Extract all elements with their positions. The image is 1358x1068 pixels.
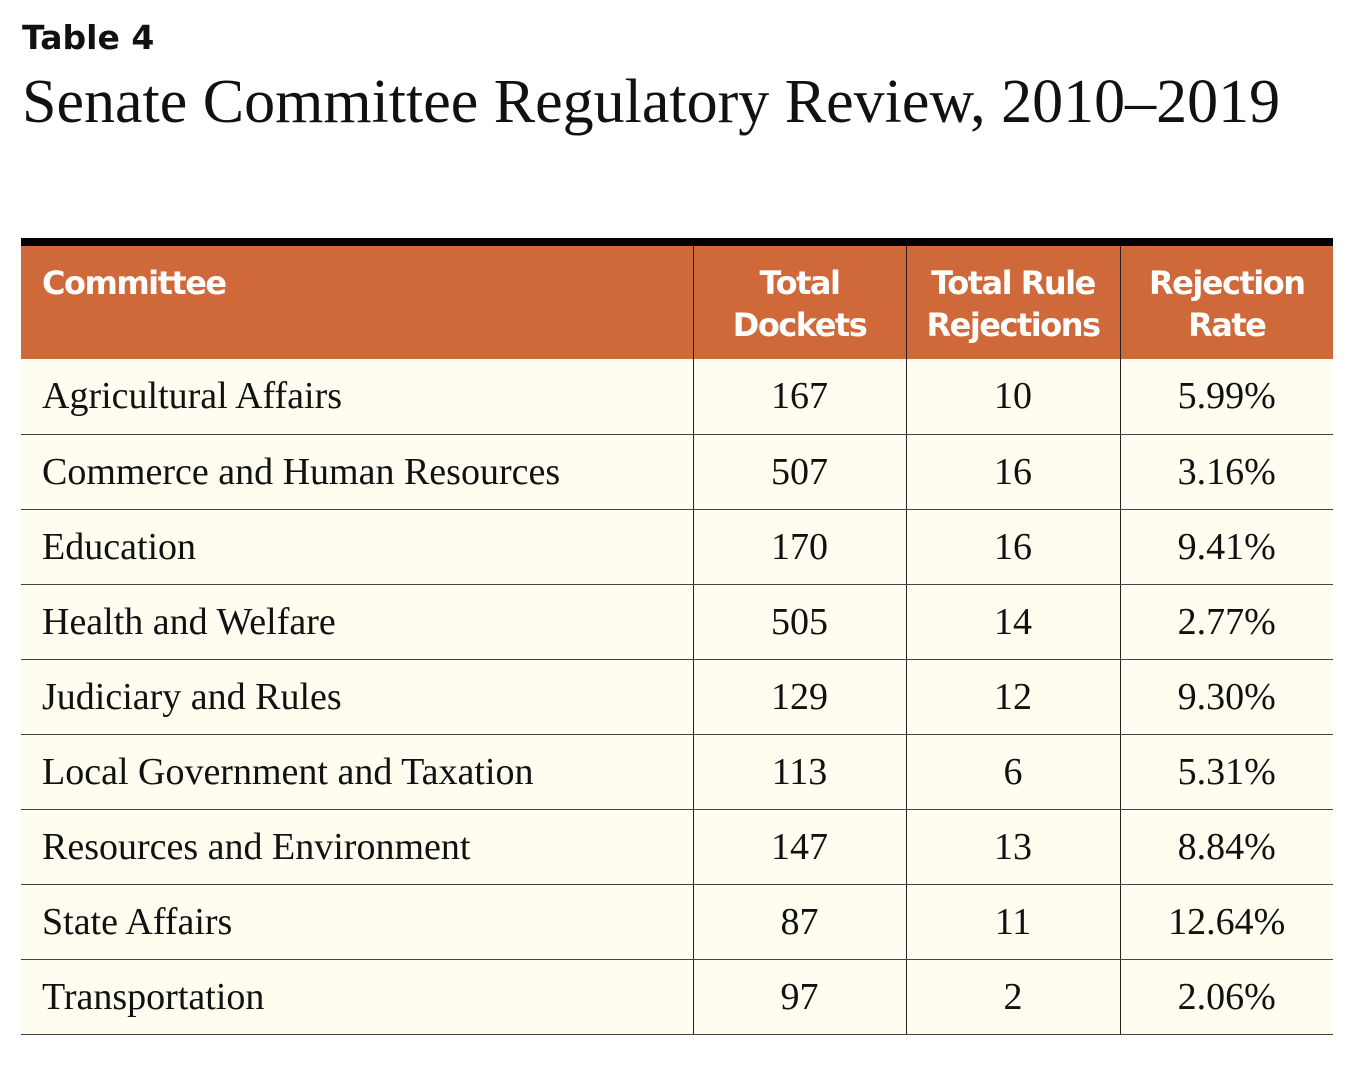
rejections-cell: 11	[905, 884, 1120, 960]
committee-table: Committee Total Dockets Total Rule Rejecti…	[21, 238, 1333, 1035]
table-row: Commerce and Human Resources 507 16 3.16%	[21, 434, 1333, 510]
rate-cell: 2.06%	[1119, 959, 1333, 1035]
rejections-cell: 14	[905, 584, 1120, 660]
column-header: Rejection Rate	[1119, 242, 1333, 359]
dockets-cell: 97	[692, 959, 906, 1035]
committee-cell: Resources and Environment	[21, 809, 693, 885]
committee-cell: Commerce and Human Resources	[21, 434, 693, 510]
rejections-cell: 13	[905, 809, 1120, 885]
rejections-cell: 16	[905, 434, 1120, 510]
committee-cell: State Affairs	[21, 884, 693, 960]
committee-cell: Health and Welfare	[21, 584, 693, 660]
rejections-cell: 16	[905, 509, 1120, 585]
header-row: Committee Total Dockets Total Rule Rejecti…	[21, 242, 1333, 359]
table-row: Health and Welfare 505 14 2.77%	[21, 584, 1333, 660]
rejections-cell: 12	[905, 659, 1120, 735]
dockets-cell: 87	[692, 884, 906, 960]
committee-cell: Agricultural Affairs	[21, 359, 693, 435]
table-row: Transportation 97 2 2.06%	[21, 959, 1333, 1035]
column-header: Total Dockets	[692, 242, 906, 359]
dockets-cell: 129	[692, 659, 906, 735]
rate-cell: 8.84%	[1119, 809, 1333, 885]
rate-cell: 9.30%	[1119, 659, 1333, 735]
column-header: Total Rule Rejections	[905, 242, 1120, 359]
table-label: Table 4	[22, 18, 155, 57]
committee-cell: Transportation	[21, 959, 693, 1035]
rate-cell: 9.41%	[1119, 509, 1333, 585]
rate-cell: 3.16%	[1119, 434, 1333, 510]
table-row: Judiciary and Rules 129 12 9.30%	[21, 659, 1333, 735]
dockets-cell: 147	[692, 809, 906, 885]
dockets-cell: 167	[692, 359, 906, 435]
table-row: State Affairs 87 11 12.64%	[21, 884, 1333, 960]
table-row: Education 170 16 9.41%	[21, 509, 1333, 585]
dockets-cell: 507	[692, 434, 906, 510]
table-row: Local Government and Taxation 113 6 5.31%	[21, 734, 1333, 810]
committee-cell: Judiciary and Rules	[21, 659, 693, 735]
committee-cell: Local Government and Taxation	[21, 734, 693, 810]
rate-cell: 12.64%	[1119, 884, 1333, 960]
committee-cell: Education	[21, 509, 693, 585]
column-header: Committee	[21, 242, 693, 359]
table-title: Senate Committee Regulatory Review, 2010…	[22, 68, 1281, 136]
table-row: Resources and Environment 147 13 8.84%	[21, 809, 1333, 885]
dockets-cell: 505	[692, 584, 906, 660]
dockets-cell: 113	[692, 734, 906, 810]
table-row: Agricultural Affairs 167 10 5.99%	[21, 359, 1333, 435]
rate-cell: 5.31%	[1119, 734, 1333, 810]
rate-cell: 2.77%	[1119, 584, 1333, 660]
rejections-cell: 6	[905, 734, 1120, 810]
rejections-cell: 2	[905, 959, 1120, 1035]
dockets-cell: 170	[692, 509, 906, 585]
rate-cell: 5.99%	[1119, 359, 1333, 435]
rejections-cell: 10	[905, 359, 1120, 435]
